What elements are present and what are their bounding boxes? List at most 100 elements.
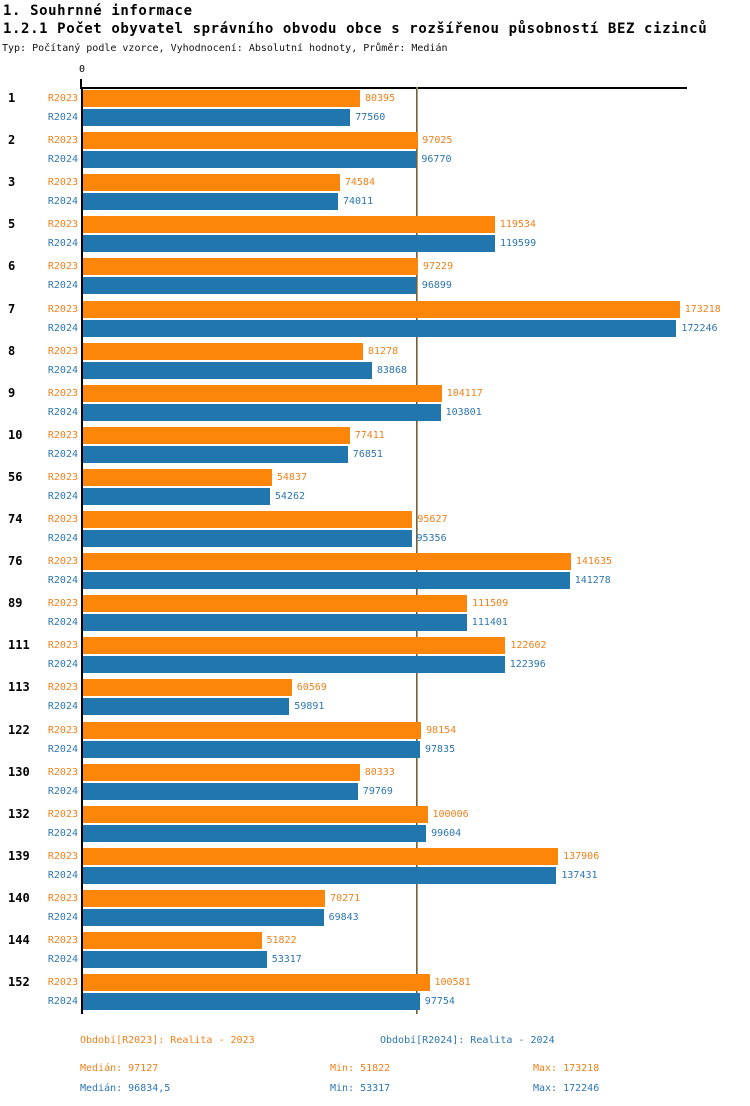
bar-r2024[interactable] <box>83 361 372 379</box>
category-label: 122 <box>8 722 30 737</box>
bar-r2023[interactable] <box>83 90 360 107</box>
bar-value-r2024: 99604 <box>431 827 462 839</box>
bar-value-r2024: 122396 <box>509 659 546 671</box>
bar-value-r2023: 98154 <box>426 724 457 736</box>
bar-r2024[interactable] <box>83 782 358 800</box>
category-label: 139 <box>8 848 30 863</box>
bar-r2023[interactable] <box>83 932 262 949</box>
category-label: 130 <box>8 764 30 779</box>
stat-min-r2024: Min: 53317 <box>330 1083 391 1094</box>
category-label: 76 <box>8 554 23 569</box>
category-row: 8 R2023 81278 R2024 83868 <box>0 342 750 379</box>
bar-r2023[interactable] <box>83 132 418 150</box>
bar-value-r2023: 100581 <box>434 977 471 989</box>
bar-r2024[interactable] <box>83 740 420 758</box>
category-row: 3 R2023 74584 R2024 74011 <box>0 174 750 211</box>
bar-r2023[interactable] <box>83 216 495 234</box>
chart-meta-line: Typ: Počítaný podle vzorce, Vyhodnocení:… <box>2 43 448 54</box>
bar-value-r2024: 53317 <box>271 954 302 965</box>
bar-r2024[interactable] <box>83 235 495 253</box>
bar-r2024[interactable] <box>83 572 570 590</box>
category-label: 1 <box>8 91 16 105</box>
series-label-r2023: R2023 <box>47 850 78 862</box>
stat-median-r2024: Medián: 96834,5 <box>80 1083 171 1094</box>
bar-r2024[interactable] <box>83 151 417 169</box>
category-label: 3 <box>8 175 16 190</box>
bar-r2023[interactable] <box>83 300 680 318</box>
bar-r2023[interactable] <box>83 384 442 402</box>
bar-r2023[interactable] <box>83 763 360 781</box>
bar-value-r2024: 96899 <box>421 280 452 292</box>
category-row: 144 R2023 51822 R2024 53317 <box>0 932 750 968</box>
bar-value-r2023: 104117 <box>446 387 483 399</box>
bar-r2024[interactable] <box>83 109 351 126</box>
median-line-r2024 <box>415 87 418 1014</box>
bar-r2024[interactable] <box>83 445 348 463</box>
bar-r2023[interactable] <box>83 511 413 528</box>
series-label-r2024: R2024 <box>47 954 78 965</box>
series-label-r2023: R2023 <box>47 892 78 904</box>
category-row: 1 R2023 80395 R2024 77560 <box>0 90 750 126</box>
category-row: 9 R2023 104117 R2024 103801 <box>0 384 750 421</box>
bar-r2024[interactable] <box>83 487 270 505</box>
bar-r2024[interactable] <box>83 824 427 842</box>
bar-r2023[interactable] <box>83 974 430 992</box>
category-row: 5 R2023 119534 R2024 119599 <box>0 216 750 253</box>
category-row: 152 R2023 100581 R2024 97754 <box>0 974 750 1011</box>
bar-value-r2023: 51822 <box>266 935 297 946</box>
category-row: 111 R2023 122602 R2024 122396 <box>0 637 750 674</box>
bar-r2023[interactable] <box>83 847 559 865</box>
bar-r2023[interactable] <box>83 889 326 907</box>
bar-r2024[interactable] <box>83 614 467 632</box>
category-label: 2 <box>8 133 16 148</box>
bar-r2023[interactable] <box>83 721 422 739</box>
bar-r2023[interactable] <box>83 174 340 192</box>
series-label-r2024: R2024 <box>47 112 78 123</box>
bar-r2023[interactable] <box>83 679 292 697</box>
bar-value-r2024: 103801 <box>445 406 482 418</box>
bar-r2023[interactable] <box>83 595 468 613</box>
category-label: 74 <box>8 512 23 526</box>
category-label: 113 <box>8 680 30 695</box>
category-row: 132 R2023 100006 R2024 99604 <box>0 805 750 842</box>
bar-r2023[interactable] <box>83 805 428 823</box>
bar-r2024[interactable] <box>83 656 505 674</box>
bar-value-r2024: 74011 <box>343 196 374 208</box>
bar-r2024[interactable] <box>83 951 267 968</box>
category-label: 9 <box>8 385 16 400</box>
series-label-r2023: R2023 <box>47 724 78 736</box>
bar-r2024[interactable] <box>83 908 324 926</box>
category-row: 122 R2023 98154 R2024 97835 <box>0 721 750 758</box>
bar-r2024[interactable] <box>83 993 420 1011</box>
bar-r2023[interactable] <box>83 553 571 571</box>
bar-r2023[interactable] <box>83 342 363 360</box>
category-row: 10 R2023 77411 R2024 76851 <box>0 426 750 463</box>
series-label-r2024: R2024 <box>47 154 78 166</box>
bar-r2024[interactable] <box>83 193 338 211</box>
bar-value-r2024: 137431 <box>561 869 598 881</box>
bar-r2023[interactable] <box>83 426 350 444</box>
series-label-r2023: R2023 <box>47 977 78 989</box>
series-label-r2023: R2023 <box>47 598 78 610</box>
category-label: 6 <box>8 259 16 274</box>
bar-r2023[interactable] <box>83 258 418 276</box>
bar-r2023[interactable] <box>83 637 506 655</box>
category-label: 89 <box>8 596 23 611</box>
bar-value-r2023: 173218 <box>684 303 721 315</box>
bar-r2024[interactable] <box>83 866 557 884</box>
bar-r2024[interactable] <box>83 530 412 547</box>
bar-value-r2023: 141635 <box>575 556 613 568</box>
series-label-r2023: R2023 <box>47 429 78 441</box>
bar-value-r2023: 137906 <box>563 850 600 862</box>
bar-r2024[interactable] <box>83 403 441 421</box>
series-label-r2024: R2024 <box>47 869 78 881</box>
bar-r2024[interactable] <box>83 319 677 337</box>
bar-r2024[interactable] <box>83 277 417 295</box>
category-label: 5 <box>8 217 16 232</box>
median-line-r2023 <box>416 87 419 1014</box>
bar-r2024[interactable] <box>83 698 290 716</box>
category-row: 139 R2023 137906 R2024 137431 <box>0 847 750 884</box>
bar-r2023[interactable] <box>83 468 272 486</box>
series-label-r2023: R2023 <box>47 514 78 525</box>
series-label-r2023: R2023 <box>47 135 78 147</box>
